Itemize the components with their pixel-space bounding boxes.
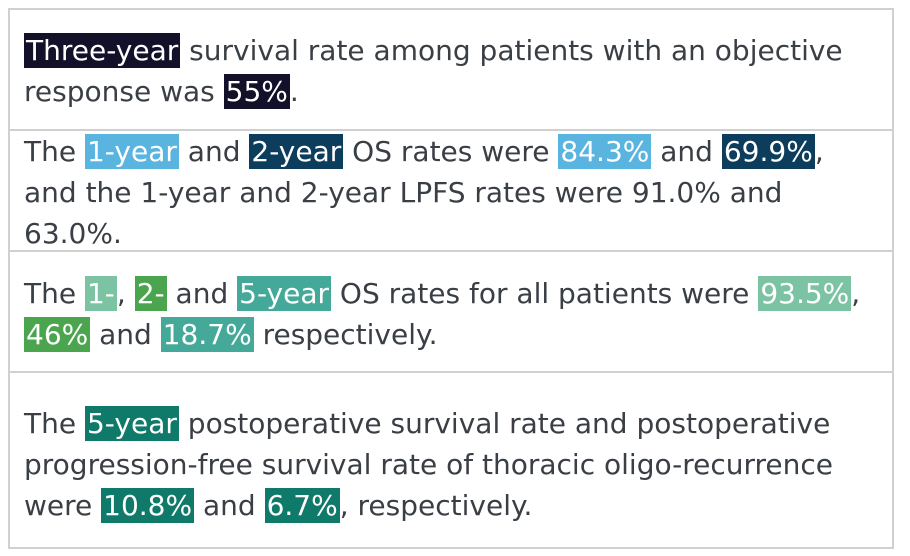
highlighted-term: Three-year <box>24 32 181 68</box>
text-segment: and <box>90 317 161 351</box>
highlighted-term: 2- <box>134 275 167 311</box>
text-segment: and <box>166 276 238 310</box>
table-row: The 1-, 2- and 5-year OS rates for all p… <box>10 252 892 373</box>
highlighted-term: 84.3% <box>558 134 652 169</box>
sentence: The 1-, 2- and 5-year OS rates for all p… <box>24 273 878 355</box>
text-segment: and <box>651 135 722 168</box>
sentence: The 5-year postoperative survival rate a… <box>24 403 878 526</box>
text-segment: OS rates for all patients were <box>331 276 759 310</box>
text-segment: The <box>24 276 85 310</box>
sentence-table: Three-year survival rate among patients … <box>8 8 894 549</box>
text-segment: and <box>194 488 265 522</box>
sentence: The 1-year and 2-year OS rates were 84.3… <box>24 131 878 254</box>
text-segment: . <box>289 74 299 108</box>
highlighted-term: 2-year <box>249 134 344 169</box>
text-segment: , <box>851 276 861 310</box>
highlighted-term: 46% <box>24 316 91 352</box>
highlighted-term: 18.7% <box>160 316 254 352</box>
table-row: The 1-year and 2-year OS rates were 84.3… <box>10 131 892 252</box>
highlighted-term: 5-year <box>84 405 179 441</box>
text-segment: respectively. <box>253 317 438 351</box>
text-segment: The <box>24 135 85 168</box>
highlighted-term: 1-year <box>84 134 179 169</box>
table-row: The 5-year postoperative survival rate a… <box>10 373 892 547</box>
highlighted-term: 5-year <box>237 275 332 311</box>
text-segment: The <box>24 406 85 440</box>
text-segment: , <box>116 276 135 310</box>
table-row: Three-year survival rate among patients … <box>10 10 892 131</box>
sentence: Three-year survival rate among patients … <box>24 30 878 112</box>
text-segment: and <box>178 135 250 168</box>
highlighted-term: 93.5% <box>758 275 852 311</box>
highlighted-term: 10.8% <box>101 487 195 523</box>
highlighted-term: 55% <box>223 73 290 109</box>
highlighted-term: 1- <box>84 275 117 311</box>
text-segment: survival rate among patients with an obj… <box>24 33 843 108</box>
text-segment: , and the 1-year and 2-year LPFS rates w… <box>24 135 824 250</box>
text-segment: , respectively. <box>339 488 533 522</box>
text-segment: OS rates were <box>343 135 559 168</box>
text-segment: postoperative survival rate and postoper… <box>24 406 833 522</box>
highlighted-term: 69.9% <box>721 134 815 169</box>
highlighted-term: 6.7% <box>264 487 340 523</box>
